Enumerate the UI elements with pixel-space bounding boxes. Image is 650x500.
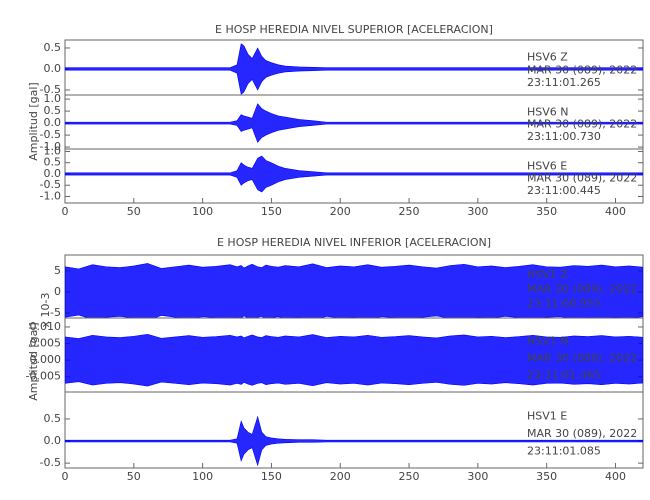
time-label: 23:11:01.465 — [527, 369, 601, 382]
time-label: 23:11:00.445 — [527, 184, 601, 197]
y-axis-label: Amplitud [gal] — [27, 322, 40, 400]
waveform — [65, 333, 643, 387]
x-tick-label: 350 — [536, 470, 557, 483]
y-tick-label: 0.0 — [44, 434, 62, 447]
time-label: 23:11:00.955 — [527, 297, 601, 310]
x-tick-label: 200 — [330, 205, 351, 218]
y-tick-label: 0.5 — [44, 41, 62, 54]
waveform — [65, 415, 643, 467]
date-label: MAR 30 (089), 2022 — [527, 283, 637, 296]
panel-frame — [64, 148, 644, 204]
station-label: HSV6 Z — [527, 51, 568, 64]
x-tick-label: 100 — [192, 205, 213, 218]
date-label: MAR 30 (089), 2022 — [527, 352, 637, 365]
x-tick-label: 250 — [399, 470, 420, 483]
date-label: MAR 30 (089), 2022 — [527, 63, 637, 76]
y-tick-label: 0.0 — [44, 167, 62, 180]
chart-title: E HOSP HEREDIA NIVEL INFERIOR [ACELERACI… — [217, 236, 491, 249]
date-label: MAR 30 (089), 2022 — [527, 172, 637, 185]
y-tick-label: -0.5 — [40, 128, 61, 141]
x-tick-label: 50 — [127, 470, 141, 483]
y-tick-label: 1.0 — [44, 92, 62, 105]
time-label: 23:11:00.730 — [527, 130, 601, 143]
station-label: HSV6 N — [527, 105, 569, 118]
x-tick-label: 100 — [192, 470, 213, 483]
x-tick-label: 250 — [399, 205, 420, 218]
x-tick-label: 350 — [536, 205, 557, 218]
waveform — [65, 43, 643, 95]
x-tick-label: 0 — [62, 470, 69, 483]
x-tick-label: 150 — [261, 470, 282, 483]
y-tick-label: -1.0 — [40, 189, 61, 202]
x-tick-label: 150 — [261, 205, 282, 218]
y-tick-label: 0.010 — [30, 320, 62, 333]
y-tick-label: 0.0 — [44, 116, 62, 129]
y-tick-label: -0.005 — [26, 370, 61, 383]
waveform — [65, 263, 643, 318]
y-tick-label: 0.5 — [44, 104, 62, 117]
y-tick-label: -0.5 — [40, 178, 61, 191]
x-tick-label: 0 — [62, 205, 69, 218]
y-tick-label: 1.0 — [44, 144, 62, 157]
panel-frame — [64, 391, 644, 469]
y-tick-label: 0.5 — [44, 412, 62, 425]
y-tick-label: -1.0 — [40, 140, 61, 153]
x-tick-label: 300 — [467, 470, 488, 483]
waveform — [65, 103, 643, 143]
y-tick-label: -5 — [50, 306, 61, 319]
station-label: HSV6 E — [527, 159, 567, 172]
y-tick-label: 0.005 — [30, 337, 62, 350]
station-label: HSV1 N — [527, 335, 569, 348]
x-tick-label: 50 — [127, 205, 141, 218]
y-tick-label: -0.5 — [40, 456, 61, 469]
x-tick-label: 400 — [605, 470, 626, 483]
time-label: 23:11:01.265 — [527, 76, 601, 89]
date-label: MAR 30 (089), 2022 — [527, 427, 637, 440]
scale-annotation: x 10-3 — [39, 293, 52, 328]
date-label: MAR 30 (089), 2022 — [527, 118, 637, 131]
time-label: 23:11:01.085 — [527, 444, 601, 457]
y-axis-label: Amplitud [gal] — [27, 82, 40, 160]
y-tick-label: 5 — [54, 264, 61, 277]
y-tick-label: -0.5 — [40, 83, 61, 96]
y-tick-label: 0 — [54, 285, 61, 298]
station-label: HSV1 E — [527, 409, 567, 422]
x-tick-label: 200 — [330, 470, 351, 483]
x-tick-label: 400 — [605, 205, 626, 218]
y-tick-label: 0.000 — [30, 353, 62, 366]
y-tick-label: 0.5 — [44, 156, 62, 169]
station-label: HSV1 Z — [527, 268, 568, 281]
x-tick-label: 300 — [467, 205, 488, 218]
y-tick-label: 0.0 — [44, 62, 62, 75]
chart-title: E HOSP HEREDIA NIVEL SUPERIOR [ACELERACI… — [215, 23, 493, 36]
waveform — [65, 155, 643, 193]
